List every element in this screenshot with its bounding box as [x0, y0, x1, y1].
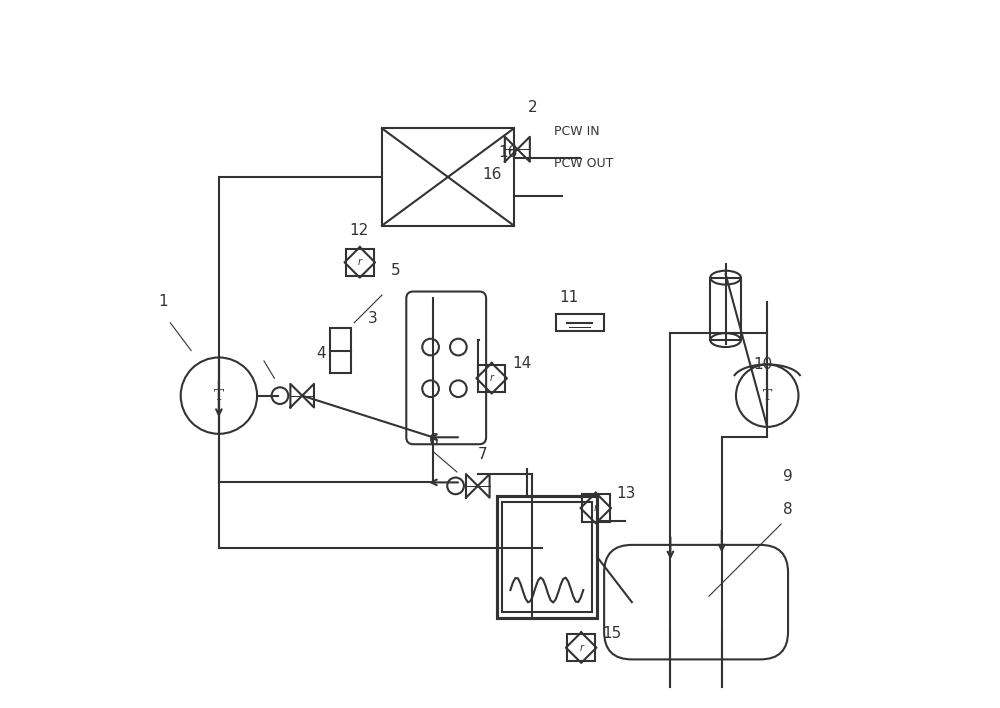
Text: r: r [594, 503, 598, 513]
Text: 7: 7 [478, 447, 487, 462]
Bar [556, 314, 604, 331]
Text: r: r [358, 258, 362, 268]
Text: r: r [579, 643, 583, 653]
Bar [346, 249, 374, 276]
Text: 8: 8 [783, 502, 793, 517]
Bar [382, 128, 514, 226]
Text: 9: 9 [783, 469, 793, 484]
Text: 12: 12 [349, 223, 369, 238]
Text: T: T [763, 389, 772, 403]
Text: 11: 11 [559, 290, 578, 305]
Text: 4: 4 [316, 346, 326, 361]
Text: 13: 13 [617, 486, 636, 501]
Text: 10: 10 [753, 358, 773, 372]
Text: r: r [490, 373, 494, 383]
Text: PCW OUT: PCW OUT [554, 156, 614, 170]
Bar [567, 634, 595, 661]
Text: PCW IN: PCW IN [554, 125, 600, 138]
Bar [710, 278, 741, 340]
Bar [478, 365, 505, 392]
Text: 6: 6 [429, 433, 439, 447]
Text: 1: 1 [159, 294, 168, 309]
Bar [497, 496, 597, 618]
Text: 5: 5 [391, 263, 401, 278]
Text: 14: 14 [512, 356, 532, 372]
Text: 16: 16 [483, 166, 502, 181]
Text: 3: 3 [368, 312, 378, 326]
Text: 2: 2 [528, 100, 537, 115]
Text: 16: 16 [498, 145, 517, 160]
Bar [582, 494, 610, 522]
Text: 15: 15 [602, 626, 621, 641]
Text: T: T [214, 389, 224, 403]
Bar [330, 329, 351, 372]
Bar [502, 502, 592, 612]
